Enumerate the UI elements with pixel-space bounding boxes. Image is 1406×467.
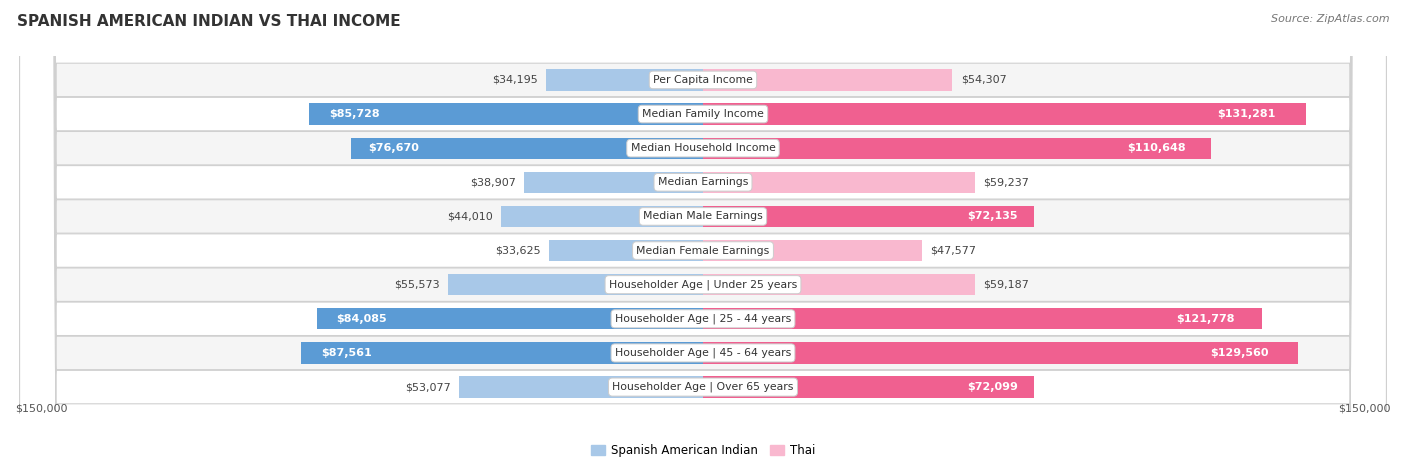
Text: $76,670: $76,670: [368, 143, 419, 153]
Bar: [316, 308, 703, 329]
Text: Median Female Earnings: Median Female Earnings: [637, 246, 769, 255]
Text: $84,085: $84,085: [336, 314, 387, 324]
Legend: Spanish American Indian, Thai: Spanish American Indian, Thai: [586, 439, 820, 462]
Bar: [703, 240, 921, 261]
FancyBboxPatch shape: [20, 0, 1386, 467]
Text: $72,135: $72,135: [967, 212, 1018, 221]
Text: $38,907: $38,907: [470, 177, 516, 187]
Bar: [703, 376, 1035, 398]
Text: Median Family Income: Median Family Income: [643, 109, 763, 119]
FancyBboxPatch shape: [20, 0, 1386, 467]
Text: $129,560: $129,560: [1209, 348, 1268, 358]
Text: Householder Age | 25 - 44 years: Householder Age | 25 - 44 years: [614, 313, 792, 324]
Text: $59,187: $59,187: [983, 280, 1029, 290]
Bar: [309, 104, 703, 125]
Bar: [546, 69, 703, 91]
Text: $150,000: $150,000: [1339, 403, 1391, 413]
Text: $131,281: $131,281: [1218, 109, 1275, 119]
Text: $53,077: $53,077: [405, 382, 451, 392]
FancyBboxPatch shape: [20, 0, 1386, 467]
FancyBboxPatch shape: [20, 0, 1386, 467]
Bar: [703, 104, 1306, 125]
FancyBboxPatch shape: [20, 0, 1386, 467]
Text: $121,778: $121,778: [1175, 314, 1234, 324]
Text: Median Household Income: Median Household Income: [630, 143, 776, 153]
Text: Source: ZipAtlas.com: Source: ZipAtlas.com: [1271, 14, 1389, 24]
Text: Per Capita Income: Per Capita Income: [652, 75, 754, 85]
FancyBboxPatch shape: [20, 0, 1386, 467]
Bar: [703, 138, 1211, 159]
Bar: [501, 206, 703, 227]
FancyBboxPatch shape: [20, 0, 1386, 467]
Bar: [703, 308, 1263, 329]
Text: $44,010: $44,010: [447, 212, 492, 221]
Bar: [703, 274, 974, 295]
Bar: [703, 69, 952, 91]
Text: $110,648: $110,648: [1128, 143, 1185, 153]
Text: $55,573: $55,573: [394, 280, 440, 290]
Text: $59,237: $59,237: [983, 177, 1029, 187]
FancyBboxPatch shape: [20, 0, 1386, 467]
Bar: [703, 206, 1035, 227]
Bar: [352, 138, 703, 159]
Bar: [447, 274, 703, 295]
Text: $54,307: $54,307: [960, 75, 1007, 85]
Text: $85,728: $85,728: [329, 109, 380, 119]
FancyBboxPatch shape: [20, 0, 1386, 467]
Bar: [703, 172, 976, 193]
Bar: [524, 172, 703, 193]
Text: $150,000: $150,000: [15, 403, 67, 413]
Text: $47,577: $47,577: [929, 246, 976, 255]
Bar: [460, 376, 703, 398]
Text: Median Earnings: Median Earnings: [658, 177, 748, 187]
Text: $34,195: $34,195: [492, 75, 537, 85]
Bar: [301, 342, 703, 363]
Text: $72,099: $72,099: [967, 382, 1018, 392]
Text: $87,561: $87,561: [321, 348, 371, 358]
Text: Householder Age | Over 65 years: Householder Age | Over 65 years: [612, 382, 794, 392]
FancyBboxPatch shape: [20, 0, 1386, 467]
Text: Householder Age | Under 25 years: Householder Age | Under 25 years: [609, 279, 797, 290]
Text: SPANISH AMERICAN INDIAN VS THAI INCOME: SPANISH AMERICAN INDIAN VS THAI INCOME: [17, 14, 401, 29]
Text: Median Male Earnings: Median Male Earnings: [643, 212, 763, 221]
Bar: [548, 240, 703, 261]
Bar: [703, 342, 1298, 363]
Text: Householder Age | 45 - 64 years: Householder Age | 45 - 64 years: [614, 348, 792, 358]
Text: $33,625: $33,625: [495, 246, 540, 255]
